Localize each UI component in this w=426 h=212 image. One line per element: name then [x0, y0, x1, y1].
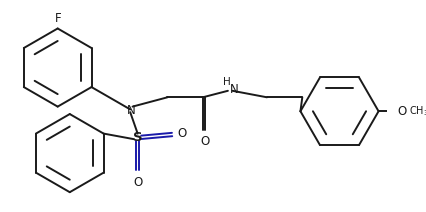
Text: F: F	[55, 12, 62, 25]
Text: CH$_3$: CH$_3$	[409, 104, 426, 118]
Text: O: O	[178, 127, 187, 140]
Text: O: O	[200, 135, 209, 148]
Text: O: O	[133, 176, 142, 189]
Text: O: O	[397, 105, 406, 118]
Text: H: H	[223, 77, 231, 87]
Text: N: N	[230, 83, 239, 96]
Text: S: S	[133, 131, 142, 144]
Text: N: N	[127, 104, 135, 117]
